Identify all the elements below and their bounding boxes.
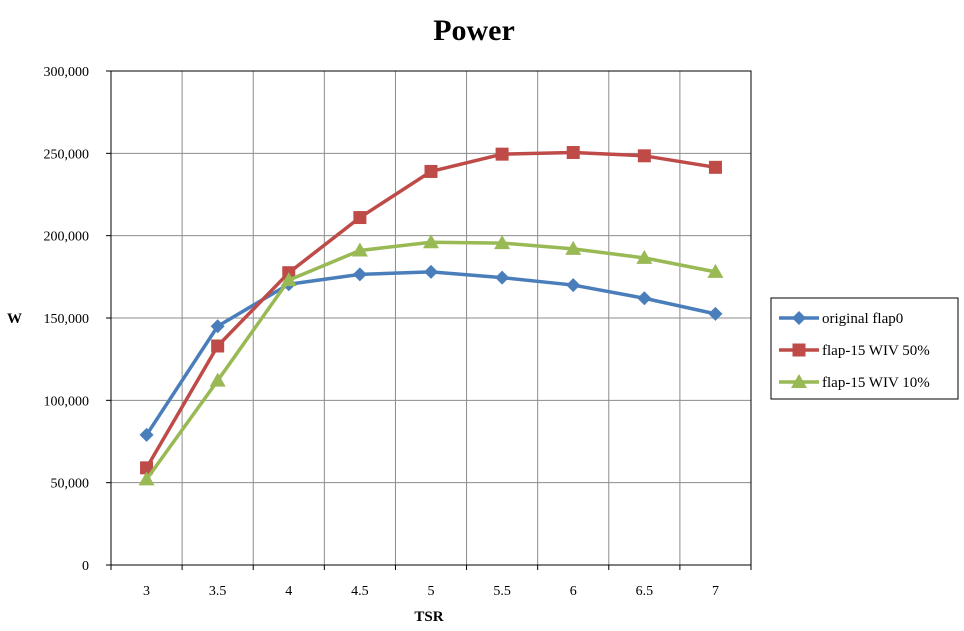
series-triangle bbox=[138, 234, 724, 486]
data-point bbox=[351, 242, 368, 257]
x-tick-label: 4 bbox=[285, 584, 292, 599]
data-point bbox=[139, 427, 154, 442]
legend-marker bbox=[791, 374, 807, 388]
x-tick-label: 5 bbox=[428, 584, 435, 599]
data-point bbox=[566, 146, 580, 160]
x-tick-label: 6.5 bbox=[636, 584, 654, 599]
x-tick-label: 5.5 bbox=[493, 584, 511, 599]
y-axis-ticks: 0 50,000 100,000 150,000 200,000 250,000 300,0… bbox=[44, 65, 111, 574]
data-point bbox=[495, 270, 510, 285]
data-point bbox=[708, 306, 723, 321]
data-point bbox=[209, 372, 226, 387]
data-point bbox=[210, 319, 225, 334]
x-axis-label: TSR bbox=[414, 609, 443, 625]
x-tick-label: 3.5 bbox=[209, 584, 227, 599]
legend: original flap0 flap-15 WIV 50% flap-15 WIV… bbox=[770, 297, 959, 400]
x-tick-label: 4.5 bbox=[351, 584, 369, 599]
y-tick-label: 100,000 bbox=[44, 394, 90, 409]
data-point bbox=[637, 149, 651, 163]
data-point bbox=[211, 339, 225, 353]
data-point bbox=[637, 291, 652, 306]
data-point bbox=[636, 249, 653, 264]
series-square bbox=[140, 146, 722, 475]
y-tick-label: 50,000 bbox=[51, 477, 90, 492]
data-point bbox=[280, 272, 297, 287]
legend-entry: flap-15 WIV 50% bbox=[779, 343, 930, 359]
legend-entry: flap-15 WIV 10% bbox=[779, 374, 930, 391]
series-line bbox=[145, 270, 716, 436]
y-axis-label: W bbox=[7, 311, 22, 327]
y-tick-label: 200,000 bbox=[44, 230, 90, 245]
x-tick-label: 7 bbox=[712, 584, 719, 599]
data-point bbox=[352, 267, 367, 282]
y-tick-label: 250,000 bbox=[44, 147, 90, 162]
series-layer bbox=[138, 146, 724, 486]
data-point bbox=[708, 160, 722, 174]
data-point bbox=[494, 235, 511, 250]
y-tick-label: 150,000 bbox=[44, 312, 90, 327]
data-point bbox=[424, 264, 438, 279]
x-tick-label: 3 bbox=[143, 584, 150, 599]
y-tick-label: 300,000 bbox=[44, 65, 90, 80]
data-point bbox=[566, 278, 581, 293]
legend-label: flap-15 WIV 10% bbox=[822, 375, 930, 391]
data-point bbox=[495, 147, 509, 161]
grid bbox=[111, 71, 751, 565]
data-point bbox=[353, 211, 367, 225]
legend-marker bbox=[792, 343, 806, 357]
series-line bbox=[145, 150, 716, 469]
x-tick-label: 6 bbox=[570, 584, 577, 599]
chart-title: Power bbox=[433, 14, 515, 47]
data-point bbox=[138, 471, 155, 486]
data-point bbox=[707, 263, 724, 278]
series-diamond bbox=[139, 264, 723, 442]
x-axis-ticks: 3 3.5 4 4.5 5 5.5 6 6.5 7 bbox=[110, 565, 752, 599]
data-point bbox=[424, 164, 438, 178]
y-tick-label: 0 bbox=[82, 559, 89, 574]
legend-marker bbox=[792, 311, 806, 325]
legend-label: flap-15 WIV 50% bbox=[822, 343, 930, 359]
data-point bbox=[423, 234, 439, 249]
legend-entry: original flap0 bbox=[779, 311, 903, 327]
data-point bbox=[140, 461, 154, 475]
legend-label: original flap0 bbox=[822, 311, 903, 327]
data-point bbox=[565, 240, 582, 255]
